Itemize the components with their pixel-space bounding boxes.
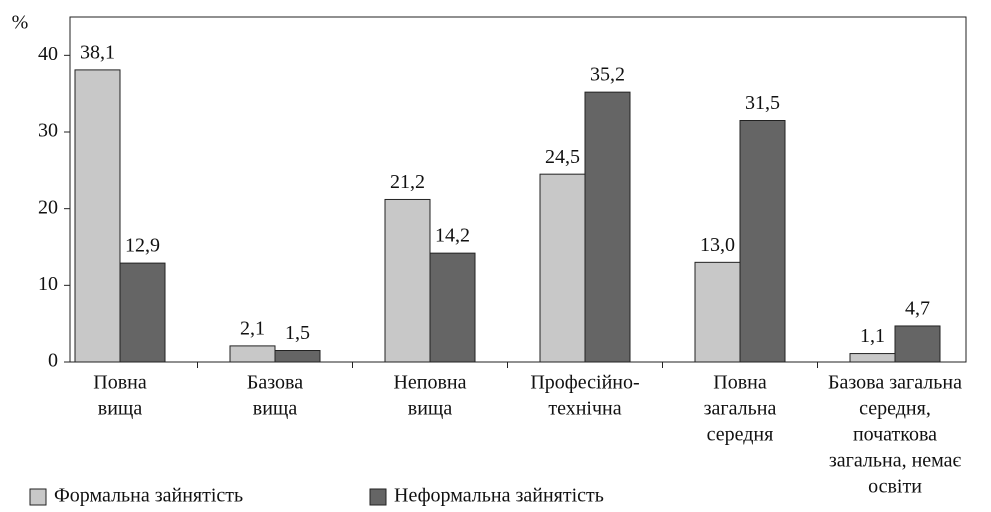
x-tick-label: загальна, немає [829, 450, 962, 472]
x-tick-label: вища [98, 398, 143, 420]
bar [229, 345, 276, 363]
y-tick-label: 30 [38, 120, 58, 142]
y-tick-label: 40 [38, 43, 58, 65]
x-tick-label: Повна [713, 372, 767, 394]
x-tick-label: загальна [704, 398, 777, 420]
data-label: 31,5 [745, 92, 780, 114]
legend-swatch [369, 488, 387, 506]
data-label: 1,1 [860, 325, 885, 347]
data-label: 2,1 [240, 317, 265, 339]
x-tick-label: вища [253, 398, 298, 420]
x-tick-label: технічна [548, 398, 621, 420]
x-tick-label: Базова [247, 372, 303, 394]
legend-swatch [29, 488, 47, 506]
plot-frame [69, 16, 967, 363]
bar [384, 198, 431, 363]
x-tick-label: середня, [859, 398, 931, 420]
data-label: 21,2 [390, 171, 425, 193]
bar [584, 91, 631, 363]
bar [694, 261, 741, 363]
bar [849, 353, 896, 363]
bar [274, 350, 321, 363]
x-tick-label: Повна [93, 372, 147, 394]
data-label: 13,0 [700, 234, 735, 256]
x-tick-label: середня [707, 424, 774, 446]
y-tick-label: 10 [38, 273, 58, 295]
x-tick-label: Неповна [393, 372, 466, 394]
data-label: 35,2 [590, 64, 625, 86]
bar [119, 262, 166, 363]
x-tick-label: Базова загальна [828, 372, 962, 394]
y-tick-label: 0 [48, 350, 58, 372]
y-tick-label: 20 [38, 196, 58, 218]
bar [739, 120, 786, 363]
bar [539, 173, 586, 363]
data-label: 38,1 [80, 41, 115, 63]
bar [74, 69, 121, 363]
legend-label: Формальна зайнятість [54, 485, 243, 507]
x-tick-label: початкова [853, 424, 937, 446]
bar [894, 325, 941, 363]
bar [429, 252, 476, 363]
data-label: 4,7 [905, 298, 930, 320]
data-label: 12,9 [125, 235, 160, 257]
x-tick-label: вища [408, 398, 453, 420]
data-label: 24,5 [545, 146, 580, 168]
legend-label: Неформальна зайнятість [394, 485, 604, 507]
data-label: 1,5 [285, 322, 310, 344]
x-tick-label: освіти [868, 476, 922, 498]
data-label: 14,2 [435, 225, 470, 247]
y-axis-label: % [12, 12, 29, 34]
x-tick-label: Професійно- [530, 372, 639, 394]
